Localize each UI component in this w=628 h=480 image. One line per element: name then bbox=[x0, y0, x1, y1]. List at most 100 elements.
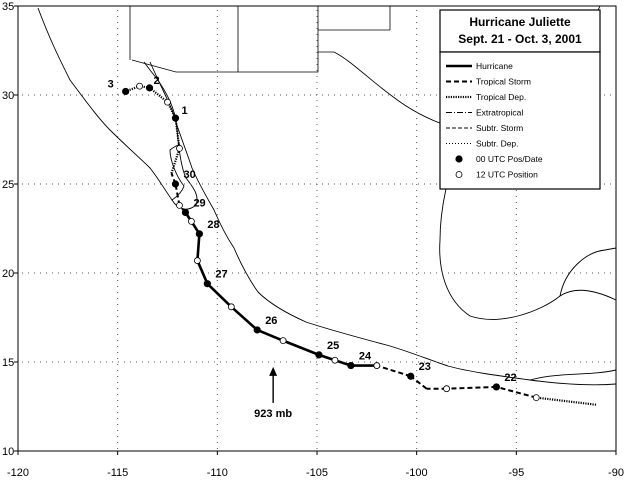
grid-dot bbox=[436, 94, 437, 96]
grid-dot bbox=[316, 10, 318, 11]
grid-dot bbox=[112, 94, 113, 96]
date-label: 25 bbox=[327, 340, 339, 352]
grid-dot bbox=[515, 358, 517, 359]
grid-dot bbox=[216, 22, 218, 23]
grid-dot bbox=[40, 272, 41, 274]
grid-dot bbox=[376, 272, 377, 274]
grid-dot bbox=[216, 196, 218, 197]
grid-dot bbox=[316, 166, 318, 167]
grid-dot bbox=[208, 94, 209, 96]
grid-dot bbox=[316, 130, 318, 131]
grid-dot bbox=[117, 112, 119, 113]
grid-dot bbox=[292, 272, 293, 274]
grid-dot bbox=[136, 361, 137, 363]
grid-dot bbox=[416, 436, 418, 437]
grid-dot bbox=[514, 272, 515, 274]
grid-dot bbox=[304, 361, 305, 363]
track-segment bbox=[196, 233, 201, 261]
grid-dot bbox=[117, 82, 119, 83]
grid-dot bbox=[124, 94, 125, 96]
grid-dot bbox=[416, 118, 418, 119]
grid-dot bbox=[250, 361, 251, 363]
grid-dot bbox=[256, 361, 257, 363]
grid-dot bbox=[376, 183, 377, 185]
grid-dot bbox=[184, 94, 185, 96]
grid-dot bbox=[64, 272, 65, 274]
grid-dot bbox=[216, 220, 218, 221]
grid-dot bbox=[184, 183, 185, 185]
grid-dot bbox=[216, 280, 218, 281]
grid-dot bbox=[196, 94, 197, 96]
grid-dot bbox=[316, 400, 318, 401]
track-segment bbox=[536, 396, 597, 406]
grid-dot bbox=[416, 394, 418, 395]
grid-dot bbox=[358, 272, 359, 274]
grid-dot bbox=[370, 183, 371, 185]
grid-dot bbox=[515, 322, 517, 323]
grid-dot bbox=[316, 148, 318, 149]
grid-dot bbox=[216, 376, 218, 377]
grid-dot bbox=[178, 272, 179, 274]
grid-dot bbox=[416, 124, 418, 125]
grid-dot bbox=[515, 352, 517, 353]
position-12utc-marker bbox=[331, 356, 339, 364]
grid-dot bbox=[316, 316, 318, 317]
grid-dot bbox=[416, 412, 418, 413]
grid-dot bbox=[216, 418, 218, 419]
grid-dot bbox=[216, 94, 218, 95]
grid-dot bbox=[117, 238, 119, 239]
grid-dot bbox=[220, 183, 221, 185]
grid-dot bbox=[316, 346, 318, 347]
grid-dot bbox=[598, 361, 599, 363]
grid-dot bbox=[292, 361, 293, 363]
grid-dot bbox=[316, 436, 318, 437]
grid-dot bbox=[490, 361, 491, 363]
grid-dot bbox=[117, 262, 119, 263]
grid-dot bbox=[610, 183, 611, 185]
grid-dot bbox=[316, 238, 318, 239]
grid-dot bbox=[580, 272, 581, 274]
grid-dot bbox=[388, 94, 389, 96]
grid-dot bbox=[346, 94, 347, 96]
grid-dot bbox=[117, 94, 119, 95]
grid-dot bbox=[418, 361, 419, 363]
track-segment bbox=[256, 328, 284, 342]
date-label: 23 bbox=[419, 361, 431, 373]
grid-dot bbox=[196, 272, 197, 274]
grid-dot bbox=[388, 361, 389, 363]
grid-dot bbox=[478, 361, 479, 363]
grid-dot bbox=[515, 388, 517, 389]
grid-dot bbox=[400, 94, 401, 96]
grid-dot bbox=[416, 100, 418, 101]
grid-dot bbox=[117, 154, 119, 155]
grid-dot bbox=[316, 334, 318, 335]
grid-dot bbox=[117, 286, 119, 287]
grid-dot bbox=[316, 22, 318, 23]
grid-dot bbox=[515, 436, 517, 437]
track-segment bbox=[170, 148, 181, 174]
grid-dot bbox=[232, 183, 233, 185]
grid-dot bbox=[316, 286, 318, 287]
grid-dot bbox=[304, 94, 305, 96]
grid-dot bbox=[226, 183, 227, 185]
grid-dot bbox=[515, 448, 517, 449]
grid-dot bbox=[515, 298, 517, 299]
grid-dot bbox=[214, 361, 215, 363]
grid-dot bbox=[117, 106, 119, 107]
grid-dot bbox=[142, 183, 143, 185]
grid-dot bbox=[216, 406, 218, 407]
grid-dot bbox=[515, 334, 517, 335]
grid-dot bbox=[216, 178, 218, 179]
grid-dot bbox=[117, 442, 119, 443]
annotation-label: 923 mb bbox=[254, 408, 292, 420]
grid-dot bbox=[406, 361, 407, 363]
grid-dot bbox=[117, 328, 119, 329]
y-tick-label: 35 bbox=[2, 1, 14, 13]
grid-dot bbox=[316, 382, 318, 383]
grid-dot bbox=[216, 88, 218, 89]
grid-dot bbox=[112, 272, 113, 274]
grid-dot bbox=[262, 272, 263, 274]
grid-dot bbox=[316, 418, 318, 419]
grid-dot bbox=[216, 442, 218, 443]
date-label: 27 bbox=[215, 269, 227, 281]
